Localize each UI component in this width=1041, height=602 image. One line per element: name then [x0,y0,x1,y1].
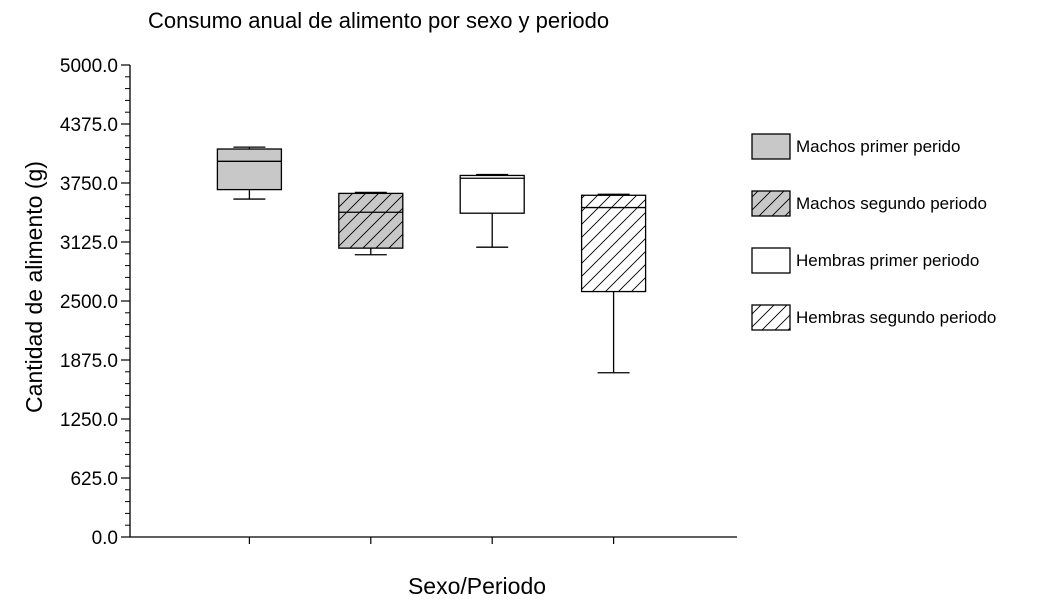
axes: 0.0 625.0 1250.0 1875.0 2500.0 3125.0 3750.0 43… [60,56,737,549]
legend-label: Machos segundo periodo [796,194,987,213]
legend-item: Machos segundo periodo [751,190,987,217]
box-outline [338,192,404,249]
chart-title: Consumo anual de alimento por sexo y per… [148,8,609,33]
y-tick-label: 2500.0 [60,292,118,313]
y-tick-label: 1250.0 [60,410,118,431]
y-tick-label: 625.0 [70,469,118,490]
box-hatch [581,195,646,292]
y-axis-title: Cantidad de alimento (g) [21,161,47,413]
legend-item: Machos primer perido [751,133,960,160]
legend-item: Hembras primer periodo [751,247,979,274]
legend-label: Hembras segundo periodo [796,308,996,327]
y-tick-label: 3125.0 [60,233,118,254]
box-outline [580,194,647,293]
legend-swatch-hatch [752,305,790,330]
legend-swatch-hatch [752,191,790,216]
box-4 [580,193,647,374]
box-outline [459,174,525,214]
legend: Machos primer perido Machos segundo perio… [751,133,996,331]
box-hatch [338,193,403,249]
legend-swatch-fill [752,248,790,273]
y-tick-label: 1875.0 [60,351,118,372]
y-tick-label: 0.0 [92,528,118,549]
legend-swatch [751,133,791,160]
legend-swatch-fill [752,134,790,159]
x-axis-title: Sexo/Periodo [408,573,546,599]
box-fill [217,149,282,190]
box-3 [459,173,525,248]
legend-swatch [751,247,791,274]
legend-label: Machos primer perido [796,137,960,156]
y-tick-label: 3750.0 [60,174,118,195]
legend-swatch [751,190,791,217]
plot-area [216,146,647,374]
legend-label: Hembras primer periodo [796,251,979,270]
box-fill [460,175,525,214]
y-tick-label: 5000.0 [60,56,118,77]
y-tick-label: 4375.0 [60,115,118,136]
legend-item: Hembras segundo periodo [751,304,996,331]
box-1 [216,146,283,200]
box-outline [216,148,283,191]
box-2 [338,191,404,256]
legend-swatch [751,304,791,331]
